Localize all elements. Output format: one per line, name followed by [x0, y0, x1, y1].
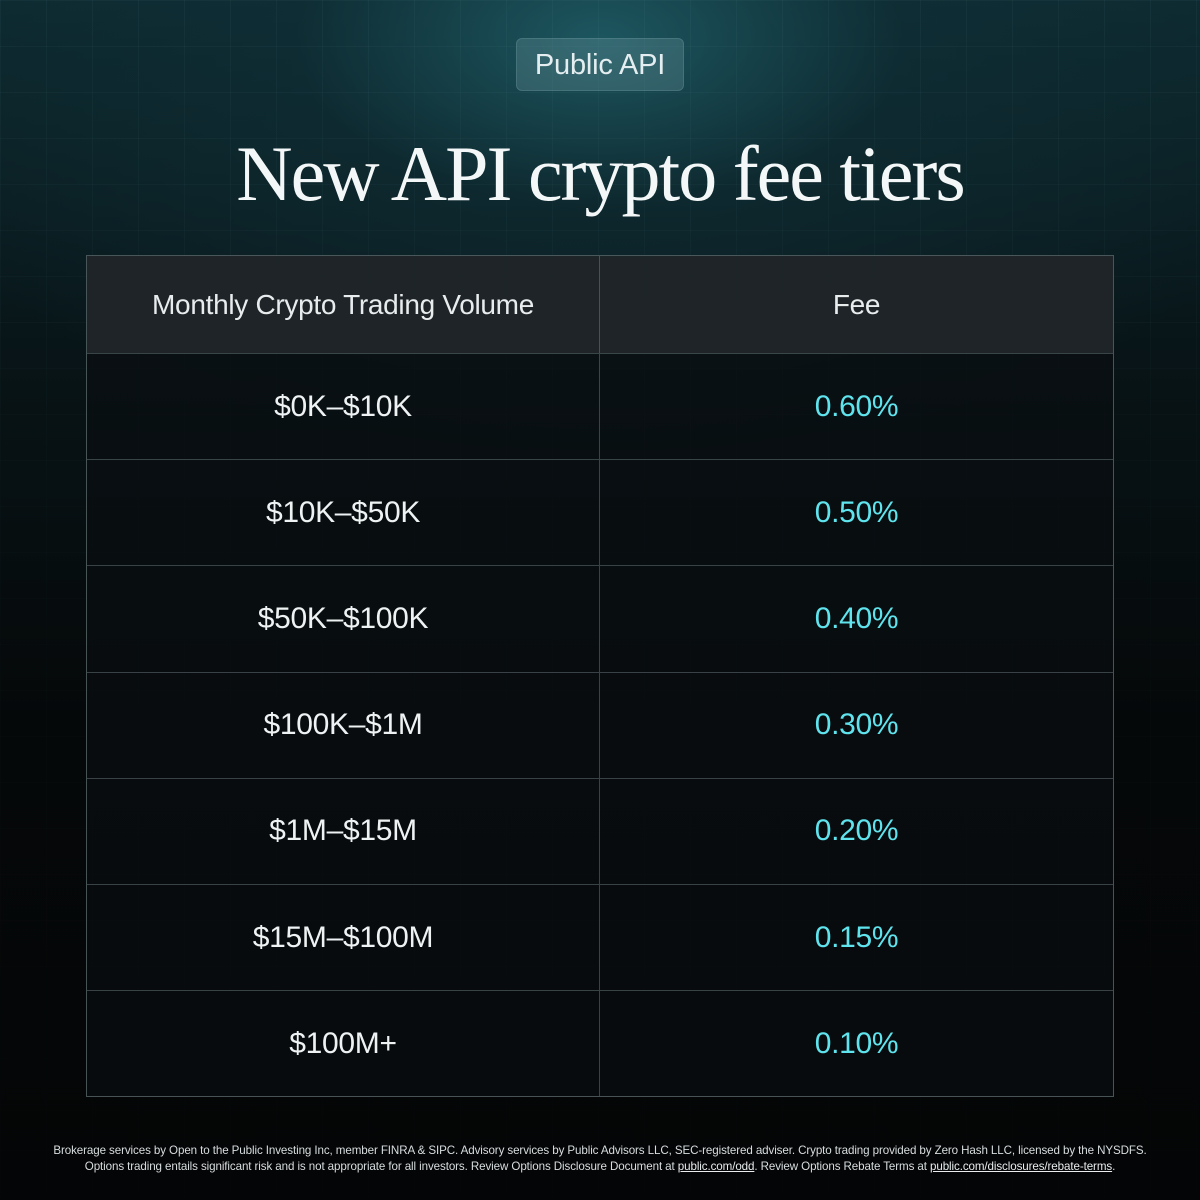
- fee-cell: 0.15%: [600, 885, 1113, 990]
- table-row: $100M+ 0.10%: [87, 990, 1113, 1097]
- disclaimer-line-2: Options trading entails significant risk…: [20, 1159, 1180, 1175]
- volume-range-value: $0K–$10K: [274, 389, 412, 423]
- legal-disclaimer: Brokerage services by Open to the Public…: [20, 1143, 1180, 1175]
- public-api-badge: Public API: [516, 38, 684, 91]
- table-row: $100K–$1M 0.30%: [87, 671, 1113, 778]
- disclaimer-options-risk-text: Options trading entails significant risk…: [84, 1160, 678, 1173]
- volume-cell: $1M–$15M: [87, 778, 600, 884]
- page-title: New API crypto fee tiers: [236, 130, 965, 217]
- volume-range-value: $100M+: [289, 1026, 397, 1060]
- volume-range-value: $15M–$100M: [252, 920, 434, 954]
- volume-column-header-cell: Monthly Crypto Trading Volume: [87, 256, 600, 353]
- volume-cell: $10K–$50K: [87, 460, 600, 566]
- volume-range-value: $100K–$1M: [263, 708, 423, 742]
- fee-percentage-value: 0.15%: [814, 920, 899, 954]
- fee-percentage-value: 0.60%: [814, 389, 899, 423]
- fee-column-header-cell: Fee: [600, 256, 1113, 353]
- disclaimer-rebate-text: . Review Options Rebate Terms at: [754, 1160, 930, 1173]
- table-header-row: Monthly Crypto Trading Volume Fee: [87, 256, 1113, 353]
- volume-cell: $50K–$100K: [87, 566, 600, 672]
- fee-cell: 0.10%: [600, 991, 1113, 1096]
- volume-cell: $100K–$1M: [87, 672, 600, 778]
- fee-percentage-value: 0.20%: [814, 814, 899, 848]
- fee-cell: 0.30%: [600, 673, 1113, 778]
- fee-percentage-value: 0.40%: [814, 601, 899, 635]
- disclaimer-line-1: Brokerage services by Open to the Public…: [53, 1144, 1147, 1157]
- volume-cell: $0K–$10K: [87, 354, 600, 460]
- options-disclosure-link[interactable]: public.com/odd: [677, 1160, 755, 1173]
- table-row: $0K–$10K 0.60%: [87, 353, 1113, 460]
- table-row: $15M–$100M 0.15%: [87, 884, 1113, 991]
- volume-range-value: $1M–$15M: [269, 814, 417, 848]
- fee-cell: 0.50%: [600, 460, 1113, 565]
- table-row: $50K–$100K 0.40%: [87, 565, 1113, 672]
- volume-cell: $15M–$100M: [87, 885, 600, 991]
- fee-tiers-table: Monthly Crypto Trading Volume Fee $0K–$1…: [86, 255, 1114, 1097]
- fee-cell: 0.20%: [600, 779, 1113, 884]
- fee-cell: 0.40%: [600, 566, 1113, 671]
- volume-column-header: Monthly Crypto Trading Volume: [152, 288, 534, 320]
- volume-range-value: $10K–$50K: [265, 495, 421, 529]
- table-row: $10K–$50K 0.50%: [87, 459, 1113, 566]
- volume-range-value: $50K–$100K: [257, 601, 429, 635]
- volume-cell: $100M+: [87, 991, 600, 1097]
- rebate-terms-link[interactable]: public.com/disclosures/rebate-terms: [930, 1160, 1113, 1173]
- disclaimer-end-punctuation: .: [1112, 1160, 1116, 1173]
- table-row: $1M–$15M 0.20%: [87, 777, 1113, 884]
- fee-percentage-value: 0.30%: [814, 708, 899, 742]
- fee-column-header: Fee: [832, 288, 881, 320]
- fee-cell: 0.60%: [600, 354, 1113, 459]
- fee-percentage-value: 0.10%: [814, 1026, 899, 1060]
- fee-percentage-value: 0.50%: [814, 495, 899, 529]
